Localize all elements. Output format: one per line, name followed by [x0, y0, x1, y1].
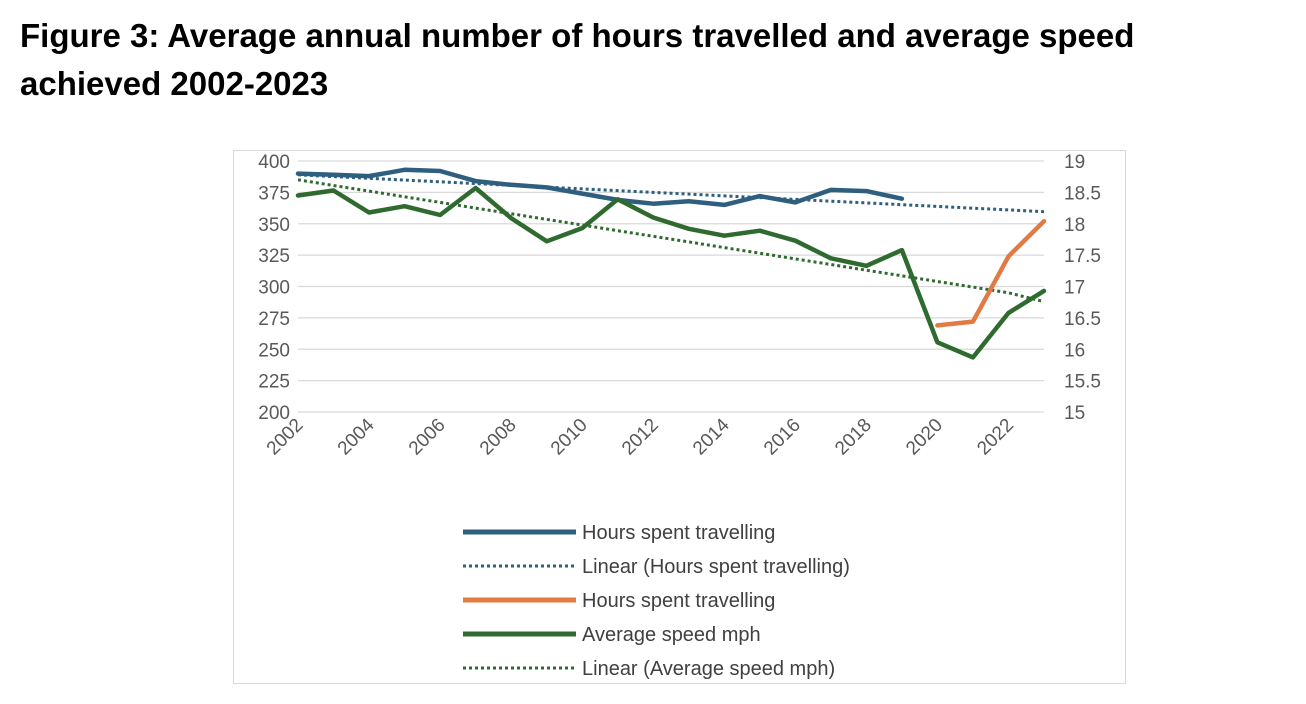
x-tick-label: 2014 — [689, 414, 734, 459]
x-tick-label: 2004 — [334, 414, 379, 459]
x-tick-label: 2022 — [973, 415, 1018, 460]
y-right-tick-label: 16 — [1064, 340, 1085, 361]
y-right-tick-label: 16.5 — [1064, 309, 1101, 330]
chart-title-line-2: achieved 2002-2023 — [20, 65, 329, 102]
y-left-tick-label: 375 — [258, 183, 290, 204]
y-left-tick-label: 325 — [258, 246, 290, 267]
x-tick-label: 2016 — [760, 415, 805, 460]
chart-frame — [233, 150, 1126, 684]
y-left-tick-label: 300 — [258, 278, 290, 299]
y-right-tick-label: 18 — [1064, 215, 1085, 236]
y-right-tick-label: 17 — [1064, 278, 1085, 299]
y-right-tick-label: 15 — [1064, 403, 1085, 424]
legend-hours-label: Hours spent travelling — [582, 522, 775, 544]
y-left-tick-label: 250 — [258, 340, 290, 361]
hours-series-line — [295, 167, 905, 208]
speed-series-line — [295, 185, 1047, 360]
y-left-tick-label: 225 — [258, 372, 290, 393]
y-left-tick-label: 400 — [258, 152, 290, 173]
x-tick-label: 2008 — [476, 415, 521, 460]
hours-trend-line — [297, 173, 1045, 214]
chart-title-line-1: Figure 3: Average annual number of hours… — [20, 17, 1135, 54]
hours-recent-series-line — [935, 218, 1047, 328]
x-tick-label: 2006 — [405, 415, 450, 460]
y-left-tick-label: 200 — [258, 403, 290, 424]
legend-hours-recent-label: Hours spent travelling — [582, 590, 775, 612]
y-right-tick-label: 18.5 — [1064, 183, 1101, 204]
legend-speed-trend-label: Linear (Average speed mph) — [582, 658, 835, 680]
y-right-tick-label: 17.5 — [1064, 246, 1101, 267]
y-left-tick-label: 275 — [258, 309, 290, 330]
x-tick-label: 2020 — [902, 415, 947, 460]
legend-speed-label: Average speed mph — [582, 624, 761, 646]
speed-trend-line — [297, 178, 1045, 304]
x-tick-label: 2018 — [831, 415, 876, 460]
legend-hours-trend-label: Linear (Hours spent travelling) — [582, 556, 850, 578]
x-tick-label: 2010 — [547, 415, 592, 460]
y-right-tick-label: 19 — [1064, 152, 1085, 173]
chart-title: Figure 3: Average annual number of hours… — [20, 12, 1280, 108]
y-left-tick-label: 350 — [258, 215, 290, 236]
x-tick-label: 2012 — [618, 415, 663, 460]
y-right-tick-label: 15.5 — [1064, 372, 1101, 393]
